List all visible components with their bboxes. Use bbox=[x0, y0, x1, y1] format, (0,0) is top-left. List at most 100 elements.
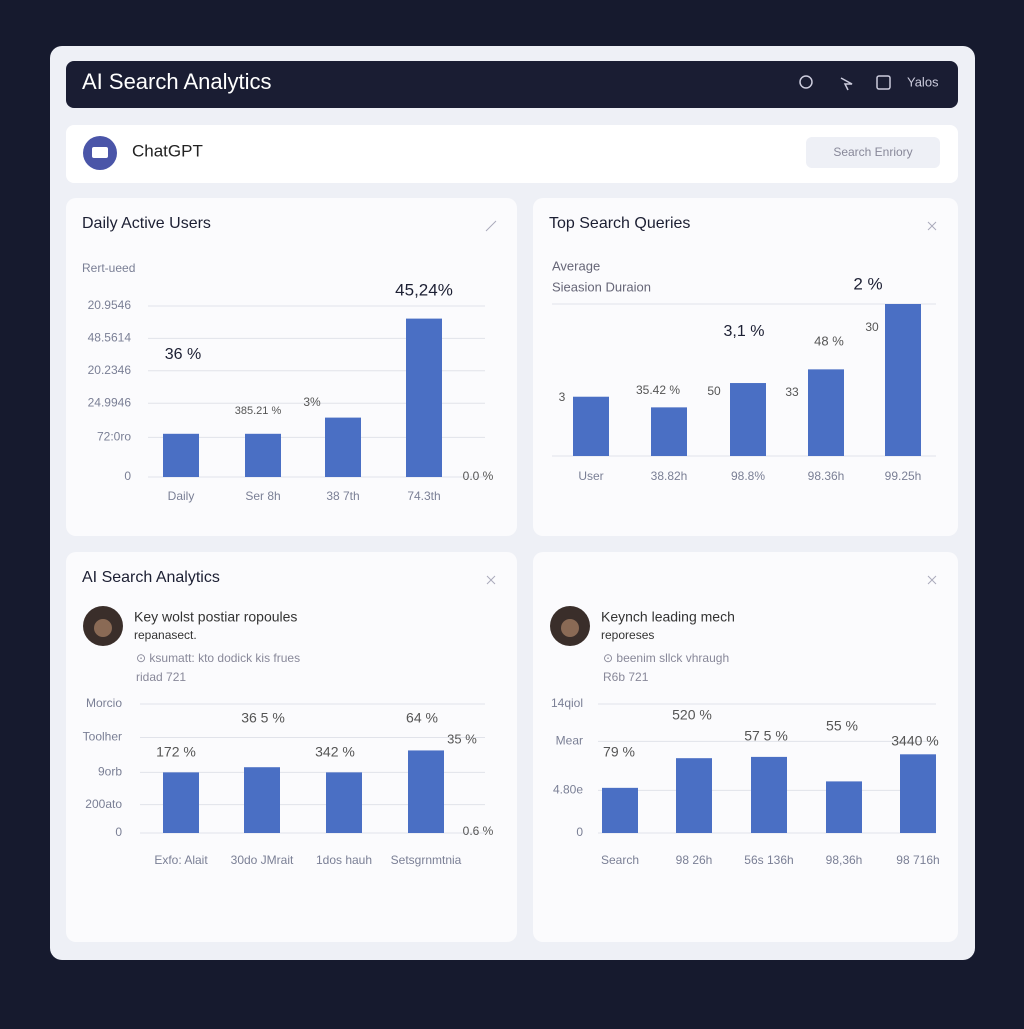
x-tick-label: 74.3th bbox=[407, 489, 440, 503]
x-tick-label: 98 716h bbox=[896, 853, 939, 867]
bar bbox=[900, 754, 936, 833]
bar bbox=[573, 396, 609, 456]
x-tick-label: Ser 8h bbox=[245, 489, 280, 503]
data-annotation: 520 % bbox=[672, 707, 712, 723]
x-tick-label: 38 7th bbox=[326, 489, 359, 503]
data-annotation: 0.0 % bbox=[463, 469, 494, 483]
data-annotation: 36 % bbox=[165, 346, 201, 363]
y-tick-label: 72:0ro bbox=[97, 430, 131, 444]
app-title: AI Search Analytics bbox=[82, 69, 272, 94]
data-annotation: 36 5 % bbox=[241, 710, 285, 726]
caption: ridad 721 bbox=[136, 670, 186, 684]
panel bbox=[533, 198, 958, 536]
bar bbox=[676, 758, 712, 833]
bar bbox=[163, 433, 199, 477]
search-label[interactable]: Search Enriory bbox=[833, 145, 912, 159]
x-tick-label: 99.25h bbox=[885, 469, 922, 483]
user-icon[interactable] bbox=[799, 75, 813, 89]
data-annotation: 35 % bbox=[447, 731, 477, 746]
y-tick-label: Toolher bbox=[83, 730, 122, 744]
y-tick-label: 200ato bbox=[85, 797, 122, 811]
caption: Keynch leading mech bbox=[601, 609, 735, 625]
close-icon[interactable] bbox=[927, 221, 937, 231]
y-tick-label: 0 bbox=[115, 825, 122, 839]
y-axis-label: Rert-ueed bbox=[82, 261, 135, 275]
panel-title: Daily Active Users bbox=[82, 215, 211, 232]
data-annotation: 48 % bbox=[814, 333, 844, 348]
x-tick-label: Exfo: Alait bbox=[154, 853, 208, 867]
bar bbox=[163, 772, 199, 833]
bar bbox=[826, 781, 862, 833]
share-icon[interactable] bbox=[840, 77, 853, 91]
bar bbox=[602, 787, 638, 833]
y-tick-label: 20.9546 bbox=[88, 298, 132, 312]
y-tick-label: 24.9946 bbox=[88, 395, 132, 409]
y-tick-label: 20.2346 bbox=[88, 363, 132, 377]
avatar-face bbox=[94, 619, 112, 637]
data-annotation: 50 bbox=[707, 384, 721, 398]
data-annotation: 342 % bbox=[315, 744, 355, 760]
data-annotation: 30 bbox=[865, 320, 879, 334]
x-tick-label: 1dos hauh bbox=[316, 853, 372, 867]
logo-glyph bbox=[92, 147, 108, 158]
chart-subtitle: Sieasion Duraion bbox=[552, 279, 651, 294]
data-annotation: 0.6 % bbox=[463, 824, 494, 838]
caption: reporeses bbox=[601, 628, 654, 642]
y-tick-label: 4.80e bbox=[553, 783, 583, 797]
panel bbox=[66, 552, 517, 942]
data-annotation: 33 bbox=[785, 385, 799, 399]
x-tick-label: 98 26h bbox=[676, 853, 713, 867]
bar bbox=[751, 756, 787, 833]
close-icon[interactable] bbox=[927, 575, 937, 585]
search-button[interactable] bbox=[806, 137, 940, 168]
data-annotation: 55 % bbox=[826, 718, 858, 734]
caption: ⊙ ksumatt: kto dodick kis frues bbox=[136, 651, 300, 665]
y-tick-label: 9orb bbox=[98, 765, 122, 779]
caption: repanasect. bbox=[134, 628, 197, 642]
data-annotation: 79 % bbox=[603, 744, 635, 760]
bar bbox=[408, 750, 444, 833]
x-tick-label: 98.8% bbox=[731, 469, 765, 483]
y-tick-label: Morcio bbox=[86, 696, 122, 710]
data-annotation: 3440 % bbox=[891, 733, 938, 749]
window-icon[interactable] bbox=[876, 75, 891, 90]
panel-title: Top Search Queries bbox=[549, 215, 690, 232]
bar bbox=[808, 369, 844, 456]
x-tick-label: 30do JMrait bbox=[231, 853, 294, 867]
toolbar bbox=[66, 125, 958, 183]
bar bbox=[406, 318, 442, 477]
y-tick-label: 0 bbox=[124, 469, 131, 483]
x-tick-label: User bbox=[578, 469, 603, 483]
data-annotation: 64 % bbox=[406, 710, 438, 726]
header-bar bbox=[66, 61, 958, 108]
x-tick-label: Search bbox=[601, 853, 639, 867]
bar bbox=[326, 772, 362, 833]
chart-subtitle: Average bbox=[552, 258, 600, 273]
x-tick-label: 56s 136h bbox=[744, 853, 793, 867]
bar bbox=[885, 304, 921, 456]
close-icon[interactable] bbox=[486, 575, 496, 585]
data-annotation: 385.21 % bbox=[235, 405, 282, 417]
data-annotation: 3 bbox=[559, 390, 566, 404]
data-annotation: 57 5 % bbox=[744, 728, 788, 744]
caption: ⊙ beenim sllck vhraugh bbox=[603, 651, 729, 665]
avatar-face bbox=[561, 619, 579, 637]
bar bbox=[325, 417, 361, 477]
x-tick-label: 98,36h bbox=[826, 853, 863, 867]
caption: R6b 721 bbox=[603, 670, 649, 684]
data-annotation: 35.42 % bbox=[636, 383, 680, 397]
data-annotation: 45,24% bbox=[395, 280, 453, 299]
y-tick-label: 0 bbox=[576, 825, 583, 839]
caption: Key wolst postiar ropoules bbox=[134, 609, 297, 625]
app-name: ChatGPT bbox=[132, 141, 203, 160]
data-annotation: 172 % bbox=[156, 744, 196, 760]
y-tick-label: 14qiol bbox=[551, 696, 583, 710]
bar bbox=[730, 383, 766, 456]
y-tick-label: Mear bbox=[556, 734, 583, 748]
bar bbox=[651, 407, 687, 456]
user-name[interactable]: Yalos bbox=[907, 74, 939, 89]
panel-title: AI Search Analytics bbox=[82, 569, 220, 586]
x-tick-label: 38.82h bbox=[651, 469, 688, 483]
data-annotation: 3% bbox=[303, 395, 321, 409]
